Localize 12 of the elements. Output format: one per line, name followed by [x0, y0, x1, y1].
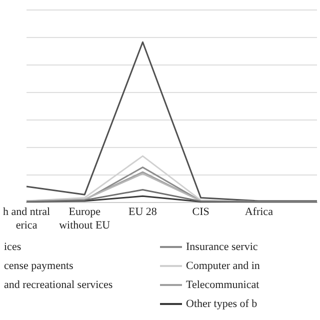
x-tick-label: h and ntral erica [2, 206, 50, 232]
legend-label: Insurance servic [186, 240, 258, 252]
text: ices [4, 240, 22, 254]
x-tick-label: CIS [192, 206, 210, 218]
text: cense payments [4, 258, 74, 274]
x-tick-label: Africa [244, 206, 274, 218]
legend-label: Telecommunicat [186, 278, 260, 290]
legend-label: Computer and in [186, 260, 260, 272]
x-tick-label: Europe without EU [59, 206, 110, 232]
x-tick-label: EU 28 [128, 206, 158, 218]
text: and recreational services [4, 278, 114, 292]
legend-label: Other types of b [186, 298, 258, 310]
